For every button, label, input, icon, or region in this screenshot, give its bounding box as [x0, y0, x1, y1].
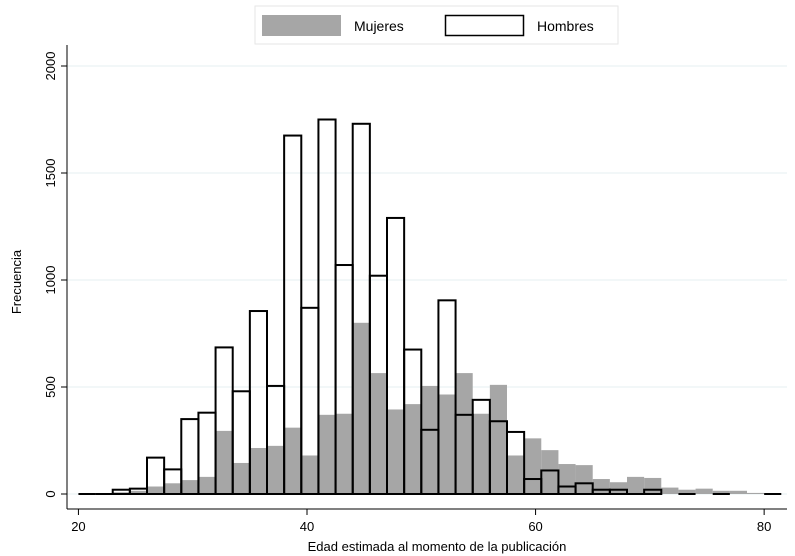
legend-swatch-mujeres	[262, 15, 341, 36]
bar-mujeres	[678, 489, 696, 494]
bar-hombres	[608, 488, 628, 496]
bar-mujeres	[455, 373, 473, 494]
bar-mujeres	[695, 488, 713, 494]
y-tick-label: 0	[43, 490, 58, 497]
x-tick-label: 40	[300, 519, 314, 534]
x-tick-label: 60	[528, 519, 542, 534]
x-axis-label: Edad estimada al momento de la publicaci…	[308, 539, 567, 554]
y-tick-label: 2000	[43, 52, 58, 81]
bar-mujeres	[575, 465, 593, 494]
bar-mujeres	[592, 479, 610, 494]
bar-mujeres	[318, 414, 336, 494]
bar-mujeres	[404, 404, 422, 494]
bar-mujeres	[712, 490, 730, 494]
bar-mujeres	[747, 492, 765, 494]
bar-mujeres	[627, 476, 645, 494]
bar-mujeres	[267, 445, 285, 494]
bar-mujeres	[729, 490, 747, 494]
bar-mujeres	[558, 464, 576, 494]
bar-mujeres	[232, 462, 250, 494]
y-tick-label: 1000	[43, 266, 58, 295]
bar-mujeres	[352, 322, 370, 494]
y-tick-label: 1500	[43, 159, 58, 188]
bar-hombres	[403, 348, 423, 495]
bar-mujeres	[387, 409, 405, 494]
series-mujeres	[95, 322, 765, 494]
bar-mujeres	[507, 455, 525, 494]
bar-mujeres	[198, 476, 216, 494]
bar-mujeres	[644, 477, 662, 494]
bar-mujeres	[335, 413, 353, 494]
bar-mujeres	[661, 487, 679, 494]
bar-hombres	[574, 482, 594, 495]
bar-mujeres	[129, 490, 147, 494]
bar-mujeres	[215, 430, 233, 494]
bar-mujeres	[438, 394, 456, 494]
bar-mujeres	[489, 384, 507, 494]
bar-mujeres	[472, 413, 490, 494]
y-axis-label: Frecuencia	[9, 249, 24, 314]
bar-mujeres	[301, 455, 319, 494]
series-hombres	[78, 118, 782, 496]
x-axis-ticks: 20 40 60 80	[71, 509, 771, 534]
legend-swatch-hombres	[444, 14, 525, 37]
y-axis-ticks: 0 500 1000 1500 2000	[43, 52, 67, 498]
bar-hombres	[437, 299, 457, 495]
bar-hombres	[506, 430, 526, 496]
bar-mujeres	[421, 385, 439, 494]
x-tick-label: 20	[71, 519, 85, 534]
y-tick-label: 500	[43, 376, 58, 398]
x-tick-label: 80	[757, 519, 771, 534]
bar-mujeres	[164, 483, 182, 494]
bar-mujeres	[524, 438, 542, 494]
legend-label-mujeres: Mujeres	[354, 18, 404, 34]
bar-mujeres	[249, 447, 267, 494]
bar-mujeres	[609, 482, 627, 494]
legend: Mujeres Hombres	[254, 5, 619, 45]
bar-mujeres	[147, 486, 165, 494]
bar-hombres	[540, 469, 560, 495]
bar-hombres	[643, 488, 663, 496]
bar-mujeres	[541, 450, 559, 494]
bar-mujeres	[369, 373, 387, 494]
legend-label-hombres: Hombres	[537, 18, 594, 34]
bar-mujeres	[181, 480, 199, 494]
bar-mujeres	[284, 427, 302, 494]
